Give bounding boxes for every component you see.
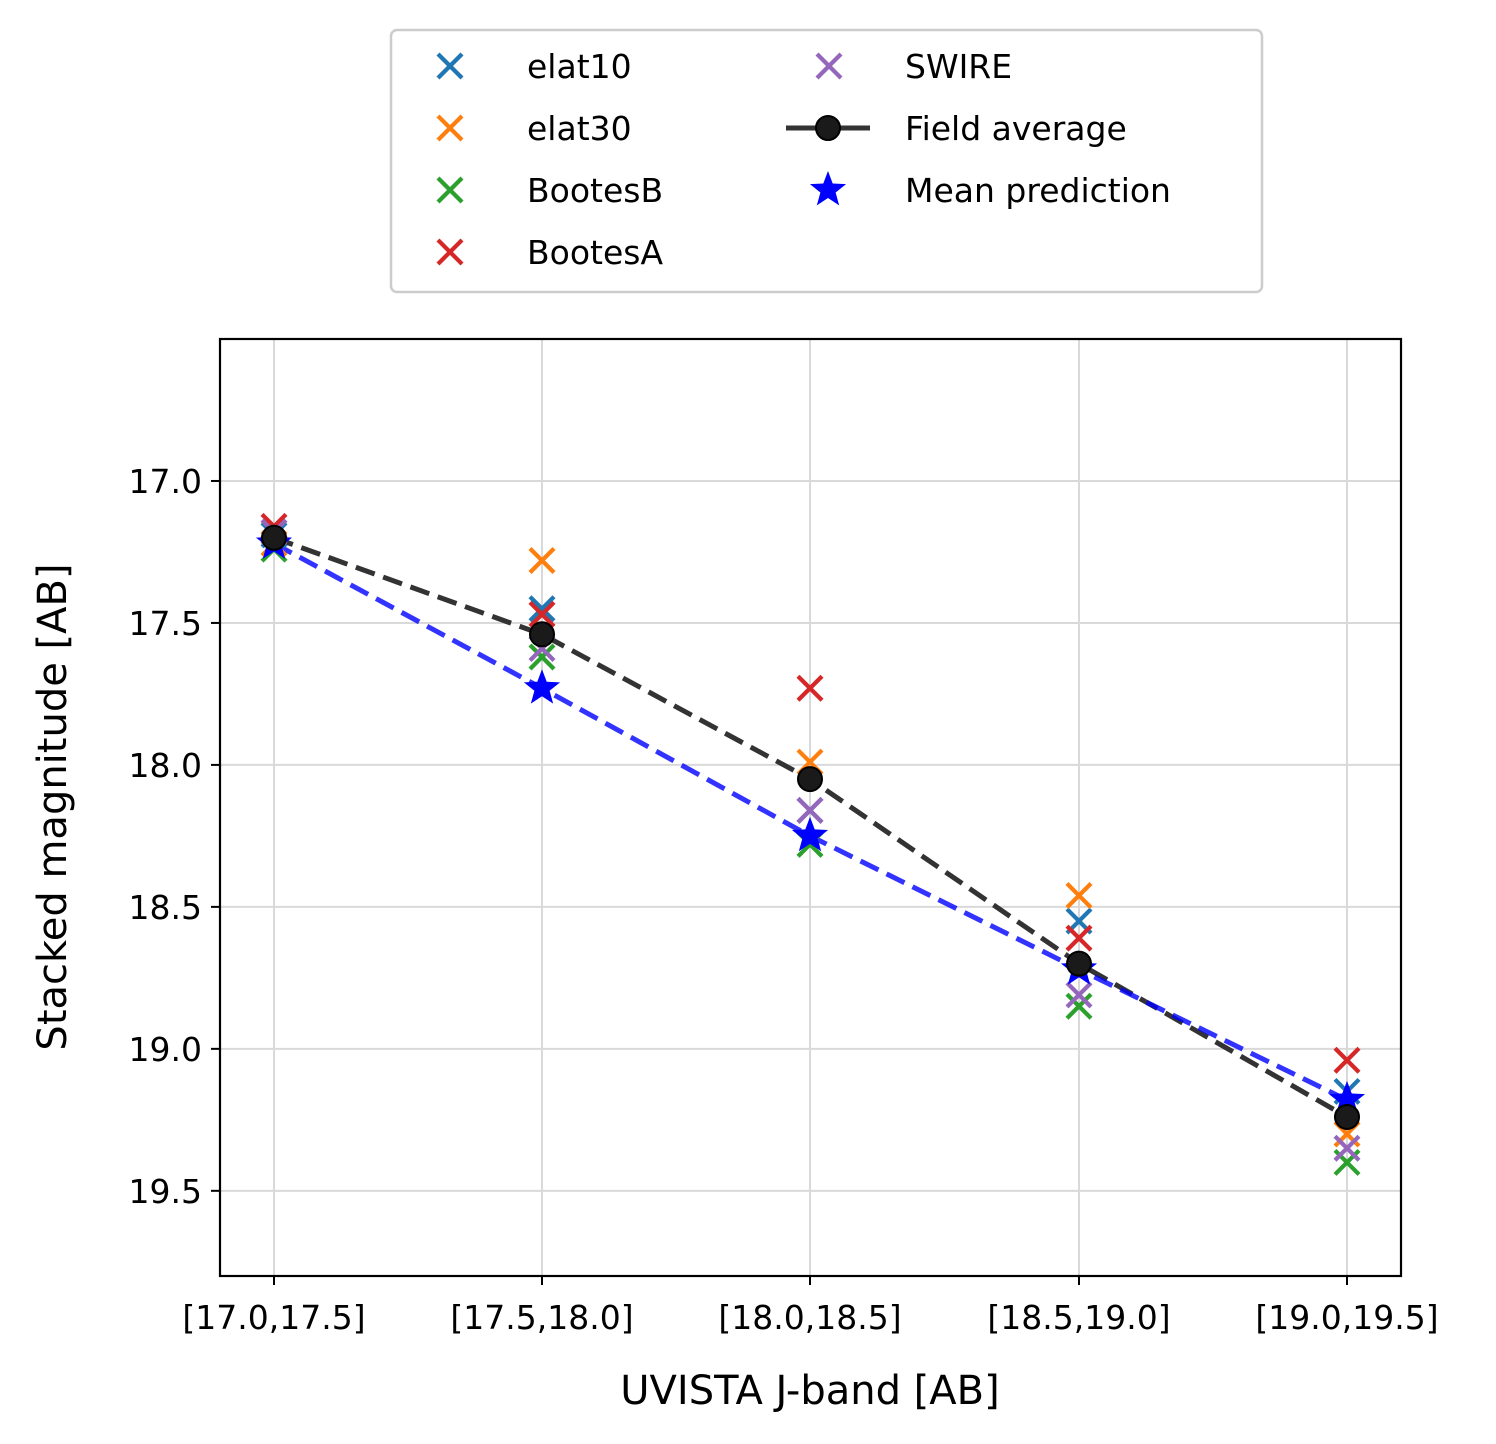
swire-point-3-stroke-b: [1065, 981, 1093, 1009]
legend-elat30-marker: [436, 114, 464, 142]
series-markers: [255, 512, 1366, 1176]
legend-mean-prediction-label: Mean prediction: [905, 171, 1171, 210]
elat10-point-1: [528, 595, 556, 623]
bootesb-point-3: [1065, 992, 1093, 1020]
elat30-point-3-stroke-b: [1065, 882, 1093, 910]
swire-point-3: [1065, 981, 1093, 1009]
swire-point-2: [796, 796, 824, 824]
bootesa-point-4: [1333, 1046, 1361, 1074]
elat10-point-1-stroke-b: [528, 595, 556, 623]
y-tick-label: 17.0: [129, 462, 202, 501]
y-tick-label: 17.5: [129, 604, 202, 643]
field-average-point-0: [261, 524, 287, 551]
legend-field-average-label: Field average: [905, 109, 1127, 148]
bootesa-point-2: [796, 674, 824, 702]
legend-bootesa-marker: [436, 238, 464, 266]
field-average-point-4: [1334, 1103, 1360, 1130]
legend-elat30-label: elat30: [527, 109, 632, 148]
legend-swire-marker: [815, 52, 843, 80]
legend-field-average-marker: [815, 115, 841, 141]
field-average-point-2: [797, 766, 823, 793]
bootesa-point-1: [528, 600, 556, 628]
mean-prediction-point-1: [523, 669, 561, 704]
field-average-point-1: [529, 621, 555, 648]
x-tick-label: [18.0,18.5]: [718, 1298, 901, 1337]
swire-point-4-stroke-b: [1333, 1134, 1361, 1162]
bootesa-point-3: [1065, 924, 1093, 952]
legend-swire-marker-stroke-b: [815, 52, 843, 80]
legend-mean-prediction-marker: [809, 171, 847, 206]
bootesb-point-1-stroke-b: [528, 643, 556, 671]
elat30-point-3: [1065, 882, 1093, 910]
bootesa-point-2-stroke-b: [796, 674, 824, 702]
legend-elat30-marker-stroke-b: [436, 114, 464, 142]
bootesa-point-3-stroke-b: [1065, 924, 1093, 952]
y-tick-label: 19.0: [129, 1030, 202, 1069]
legend-bootesb-label: BootesB: [527, 171, 663, 210]
mean-prediction-point-2: [791, 816, 829, 852]
elat30-point-1-stroke-b: [528, 546, 556, 574]
x-tick-label: [17.0,17.5]: [182, 1298, 365, 1337]
bootesb-point-3-stroke-b: [1065, 992, 1093, 1020]
x-tick-label: [19.0,19.5]: [1255, 1298, 1438, 1337]
bootesb-point-1: [528, 643, 556, 671]
y-axis-label: Stacked magnitude [AB]: [30, 563, 76, 1050]
legend-elat10-marker: [436, 52, 464, 80]
legend-elat10-label: elat10: [527, 47, 632, 86]
field-average-point-3: [1066, 950, 1092, 977]
legend-bootesa-marker-stroke-b: [436, 238, 464, 266]
legend: elat10 elat30 BootesB BootesA SWIRE Field ave…: [389, 28, 1264, 294]
x-axis-label: UVISTA J-band [AB]: [620, 1368, 999, 1414]
x-axis-ticks: [17.0,17.5] [17.5,18.0] [18.0,18.5] [18.5,1…: [182, 1276, 1439, 1337]
bootesa-point-4-stroke-b: [1333, 1046, 1361, 1074]
y-axis-ticks: 17.0 17.5 18.0 18.5 19.0 19.5: [129, 462, 220, 1211]
legend-elat10-marker-stroke-b: [436, 52, 464, 80]
legend-bootesa-label: BootesA: [527, 233, 663, 272]
y-tick-label: 19.5: [129, 1172, 202, 1211]
legend-bootesb-marker: [436, 176, 464, 204]
swire-point-4: [1333, 1134, 1361, 1162]
elat30-point-1: [528, 546, 556, 574]
legend-frame: [389, 28, 1264, 294]
y-tick-label: 18.5: [129, 888, 202, 927]
legend-swire-label: SWIRE: [905, 47, 1012, 86]
y-tick-label: 18.0: [129, 746, 202, 785]
x-tick-label: [18.5,19.0]: [987, 1298, 1170, 1337]
swire-point-2-stroke-b: [796, 796, 824, 824]
mean-prediction-point-4: [1328, 1080, 1366, 1116]
legend-bootesb-marker-stroke-b: [436, 176, 464, 204]
bootesa-point-1-stroke-b: [528, 600, 556, 628]
x-tick-label: [17.5,18.0]: [450, 1298, 633, 1337]
